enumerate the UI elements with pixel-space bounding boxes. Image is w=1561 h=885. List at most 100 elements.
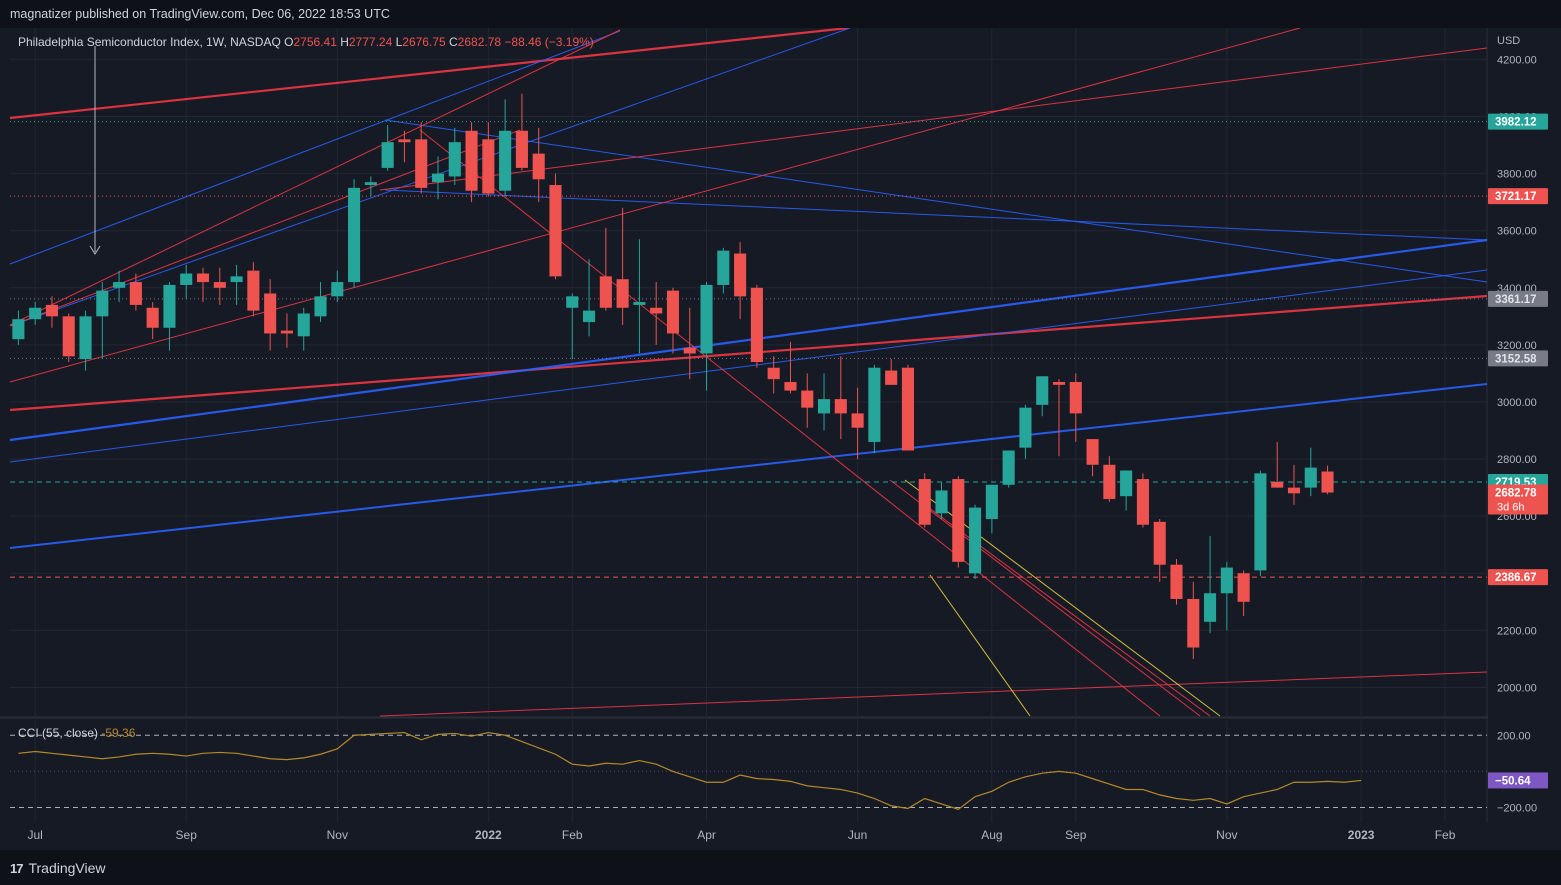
- candle[interactable]: [1304, 447, 1317, 497]
- candle[interactable]: [247, 262, 260, 317]
- candle-body: [734, 253, 747, 297]
- candle[interactable]: [1103, 456, 1116, 502]
- candle[interactable]: [280, 313, 293, 348]
- candle[interactable]: [1052, 379, 1066, 457]
- candle[interactable]: [599, 227, 612, 311]
- candle[interactable]: [515, 93, 528, 171]
- candle[interactable]: [415, 122, 428, 194]
- tradingview-logo[interactable]: 17 TradingView: [10, 860, 106, 876]
- candle[interactable]: [834, 356, 847, 440]
- candle[interactable]: [801, 373, 814, 428]
- candle-body: [465, 130, 478, 191]
- candle-body: [834, 399, 847, 414]
- candle[interactable]: [1136, 473, 1149, 528]
- candle[interactable]: [431, 156, 445, 200]
- candle[interactable]: [885, 359, 898, 385]
- candle[interactable]: [264, 279, 277, 351]
- candle[interactable]: [12, 310, 25, 345]
- trendline: [9, 294, 1488, 412]
- candle-body: [482, 139, 495, 194]
- candle[interactable]: [45, 296, 59, 328]
- candle[interactable]: [381, 125, 394, 171]
- trendline: [419, 129, 1161, 717]
- candle[interactable]: [901, 364, 914, 451]
- candle[interactable]: [213, 267, 226, 305]
- candle[interactable]: [583, 259, 596, 337]
- candle[interactable]: [969, 504, 982, 579]
- trendline: [9, 238, 1488, 442]
- candle[interactable]: [146, 302, 159, 340]
- candle[interactable]: [482, 122, 495, 197]
- candle-body: [683, 347, 696, 354]
- candle[interactable]: [935, 481, 948, 520]
- candle[interactable]: [851, 387, 864, 460]
- candle[interactable]: [79, 310, 92, 371]
- candle[interactable]: [784, 342, 797, 394]
- candle[interactable]: [750, 284, 763, 368]
- candle[interactable]: [1036, 376, 1049, 417]
- trendline: [9, 269, 1488, 463]
- candle[interactable]: [1069, 373, 1082, 442]
- candle[interactable]: [364, 176, 377, 197]
- candle[interactable]: [566, 293, 579, 360]
- candle[interactable]: [616, 207, 629, 325]
- legend-part: −88.46 (−3.19%): [504, 35, 593, 49]
- candle[interactable]: [448, 127, 461, 186]
- candle[interactable]: [314, 282, 327, 323]
- candle[interactable]: [196, 267, 210, 303]
- candle[interactable]: [96, 282, 109, 360]
- trendline: [379, 671, 1488, 717]
- candle[interactable]: [549, 173, 562, 280]
- candle[interactable]: [633, 239, 646, 354]
- candle[interactable]: [700, 282, 713, 391]
- candle[interactable]: [129, 273, 142, 311]
- symbol-legend[interactable]: Philadelphia Semiconductor Index, 1W, NA…: [18, 35, 594, 49]
- badge-bg: [1488, 113, 1548, 130]
- candle[interactable]: [1170, 558, 1183, 605]
- candle[interactable]: [1002, 450, 1015, 488]
- trendline: [9, 30, 621, 265]
- candle[interactable]: [29, 302, 42, 325]
- candle[interactable]: [230, 264, 243, 305]
- candle[interactable]: [398, 130, 411, 163]
- candle[interactable]: [1187, 581, 1200, 659]
- candle[interactable]: [1287, 464, 1301, 505]
- candle[interactable]: [113, 270, 126, 303]
- candle[interactable]: [767, 356, 780, 394]
- candle[interactable]: [734, 242, 747, 320]
- candle[interactable]: [985, 484, 998, 534]
- candle[interactable]: [499, 99, 512, 197]
- candle[interactable]: [1321, 465, 1334, 495]
- candle-body: [129, 282, 142, 305]
- candle[interactable]: [163, 282, 176, 351]
- candle[interactable]: [532, 127, 545, 203]
- cci-legend[interactable]: CCI (55, close) -59.36: [18, 726, 136, 740]
- candle[interactable]: [952, 476, 965, 568]
- candle[interactable]: [1237, 570, 1250, 617]
- candle[interactable]: [1254, 470, 1267, 577]
- candle[interactable]: [1086, 439, 1099, 477]
- candle[interactable]: [817, 373, 831, 431]
- candle[interactable]: [666, 287, 680, 354]
- candle[interactable]: [348, 179, 361, 288]
- candle[interactable]: [868, 364, 881, 454]
- candle[interactable]: [1153, 519, 1166, 582]
- candle[interactable]: [297, 307, 310, 351]
- candle[interactable]: [331, 270, 344, 303]
- candle[interactable]: [1271, 441, 1284, 488]
- candle[interactable]: [1204, 536, 1217, 634]
- candle[interactable]: [683, 307, 696, 380]
- candle[interactable]: [62, 313, 75, 363]
- candle-body: [247, 270, 260, 311]
- candle[interactable]: [918, 473, 931, 528]
- candle-body: [1120, 470, 1133, 497]
- candle[interactable]: [1220, 561, 1233, 631]
- candle[interactable]: [1019, 404, 1032, 460]
- candle[interactable]: [650, 282, 663, 345]
- candle[interactable]: [717, 247, 730, 294]
- candle[interactable]: [180, 264, 193, 300]
- candle[interactable]: [465, 122, 478, 203]
- price-chart[interactable]: USD4200.004000.003800.003600.003400.0032…: [0, 28, 1561, 850]
- candle[interactable]: [1120, 470, 1133, 511]
- trendline: [384, 189, 1488, 241]
